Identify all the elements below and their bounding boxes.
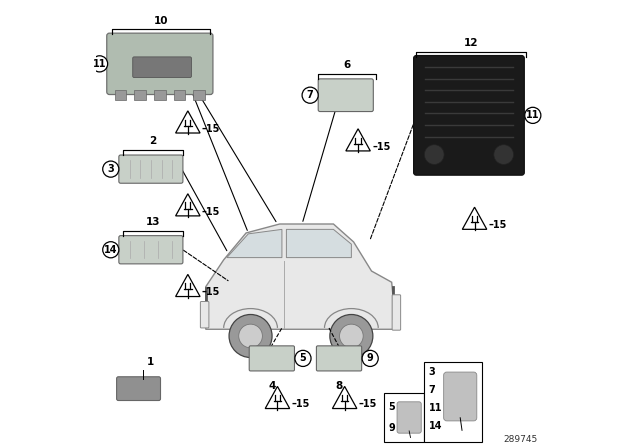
FancyBboxPatch shape — [397, 402, 421, 433]
FancyBboxPatch shape — [384, 393, 424, 442]
Text: 10: 10 — [154, 16, 168, 26]
Circle shape — [302, 87, 318, 103]
Circle shape — [295, 350, 311, 366]
FancyBboxPatch shape — [119, 155, 183, 183]
FancyBboxPatch shape — [132, 57, 191, 78]
Text: 7: 7 — [429, 385, 436, 395]
Text: 11: 11 — [429, 403, 442, 414]
FancyBboxPatch shape — [413, 56, 524, 175]
Text: 11: 11 — [93, 59, 106, 69]
FancyBboxPatch shape — [107, 33, 213, 95]
Circle shape — [229, 314, 272, 358]
Polygon shape — [287, 229, 351, 258]
Circle shape — [340, 324, 363, 348]
Text: –15: –15 — [202, 288, 220, 297]
Polygon shape — [206, 224, 396, 329]
Circle shape — [525, 108, 541, 124]
Text: 7: 7 — [307, 90, 314, 100]
FancyBboxPatch shape — [173, 90, 185, 100]
Circle shape — [362, 350, 378, 366]
Text: 5: 5 — [388, 402, 396, 413]
Text: –15: –15 — [372, 142, 390, 152]
Text: 12: 12 — [464, 38, 479, 48]
Text: 9: 9 — [388, 423, 396, 433]
FancyBboxPatch shape — [193, 90, 205, 100]
Text: 3: 3 — [108, 164, 114, 174]
Text: 13: 13 — [146, 217, 161, 227]
Text: 8: 8 — [335, 381, 342, 391]
Text: 6: 6 — [343, 60, 351, 70]
Circle shape — [103, 161, 119, 177]
Text: 11: 11 — [526, 110, 540, 121]
Circle shape — [103, 242, 119, 258]
Text: 14: 14 — [104, 245, 118, 255]
FancyBboxPatch shape — [316, 346, 362, 371]
Text: –15: –15 — [202, 124, 220, 134]
FancyBboxPatch shape — [115, 90, 127, 100]
Text: –15: –15 — [358, 400, 377, 409]
Text: 4: 4 — [268, 381, 276, 391]
Circle shape — [424, 145, 444, 164]
FancyBboxPatch shape — [154, 90, 166, 100]
Circle shape — [330, 314, 373, 358]
Circle shape — [239, 324, 262, 348]
FancyBboxPatch shape — [444, 372, 477, 421]
Text: 5: 5 — [300, 353, 307, 363]
Text: –15: –15 — [202, 207, 220, 217]
Text: 9: 9 — [367, 353, 374, 363]
Text: –15: –15 — [291, 400, 310, 409]
Circle shape — [494, 145, 513, 164]
FancyBboxPatch shape — [200, 302, 209, 328]
Text: 289745: 289745 — [503, 435, 538, 444]
Text: 14: 14 — [429, 421, 442, 431]
FancyBboxPatch shape — [424, 362, 482, 442]
FancyBboxPatch shape — [318, 79, 373, 112]
Polygon shape — [227, 229, 282, 258]
Circle shape — [92, 56, 108, 72]
FancyBboxPatch shape — [249, 346, 294, 371]
Text: –15: –15 — [488, 220, 507, 230]
Text: 2: 2 — [150, 137, 157, 146]
Text: 1: 1 — [147, 358, 154, 367]
FancyBboxPatch shape — [134, 90, 146, 100]
Text: 3: 3 — [429, 367, 436, 377]
FancyBboxPatch shape — [392, 295, 401, 330]
FancyBboxPatch shape — [119, 236, 183, 264]
FancyBboxPatch shape — [116, 377, 161, 401]
